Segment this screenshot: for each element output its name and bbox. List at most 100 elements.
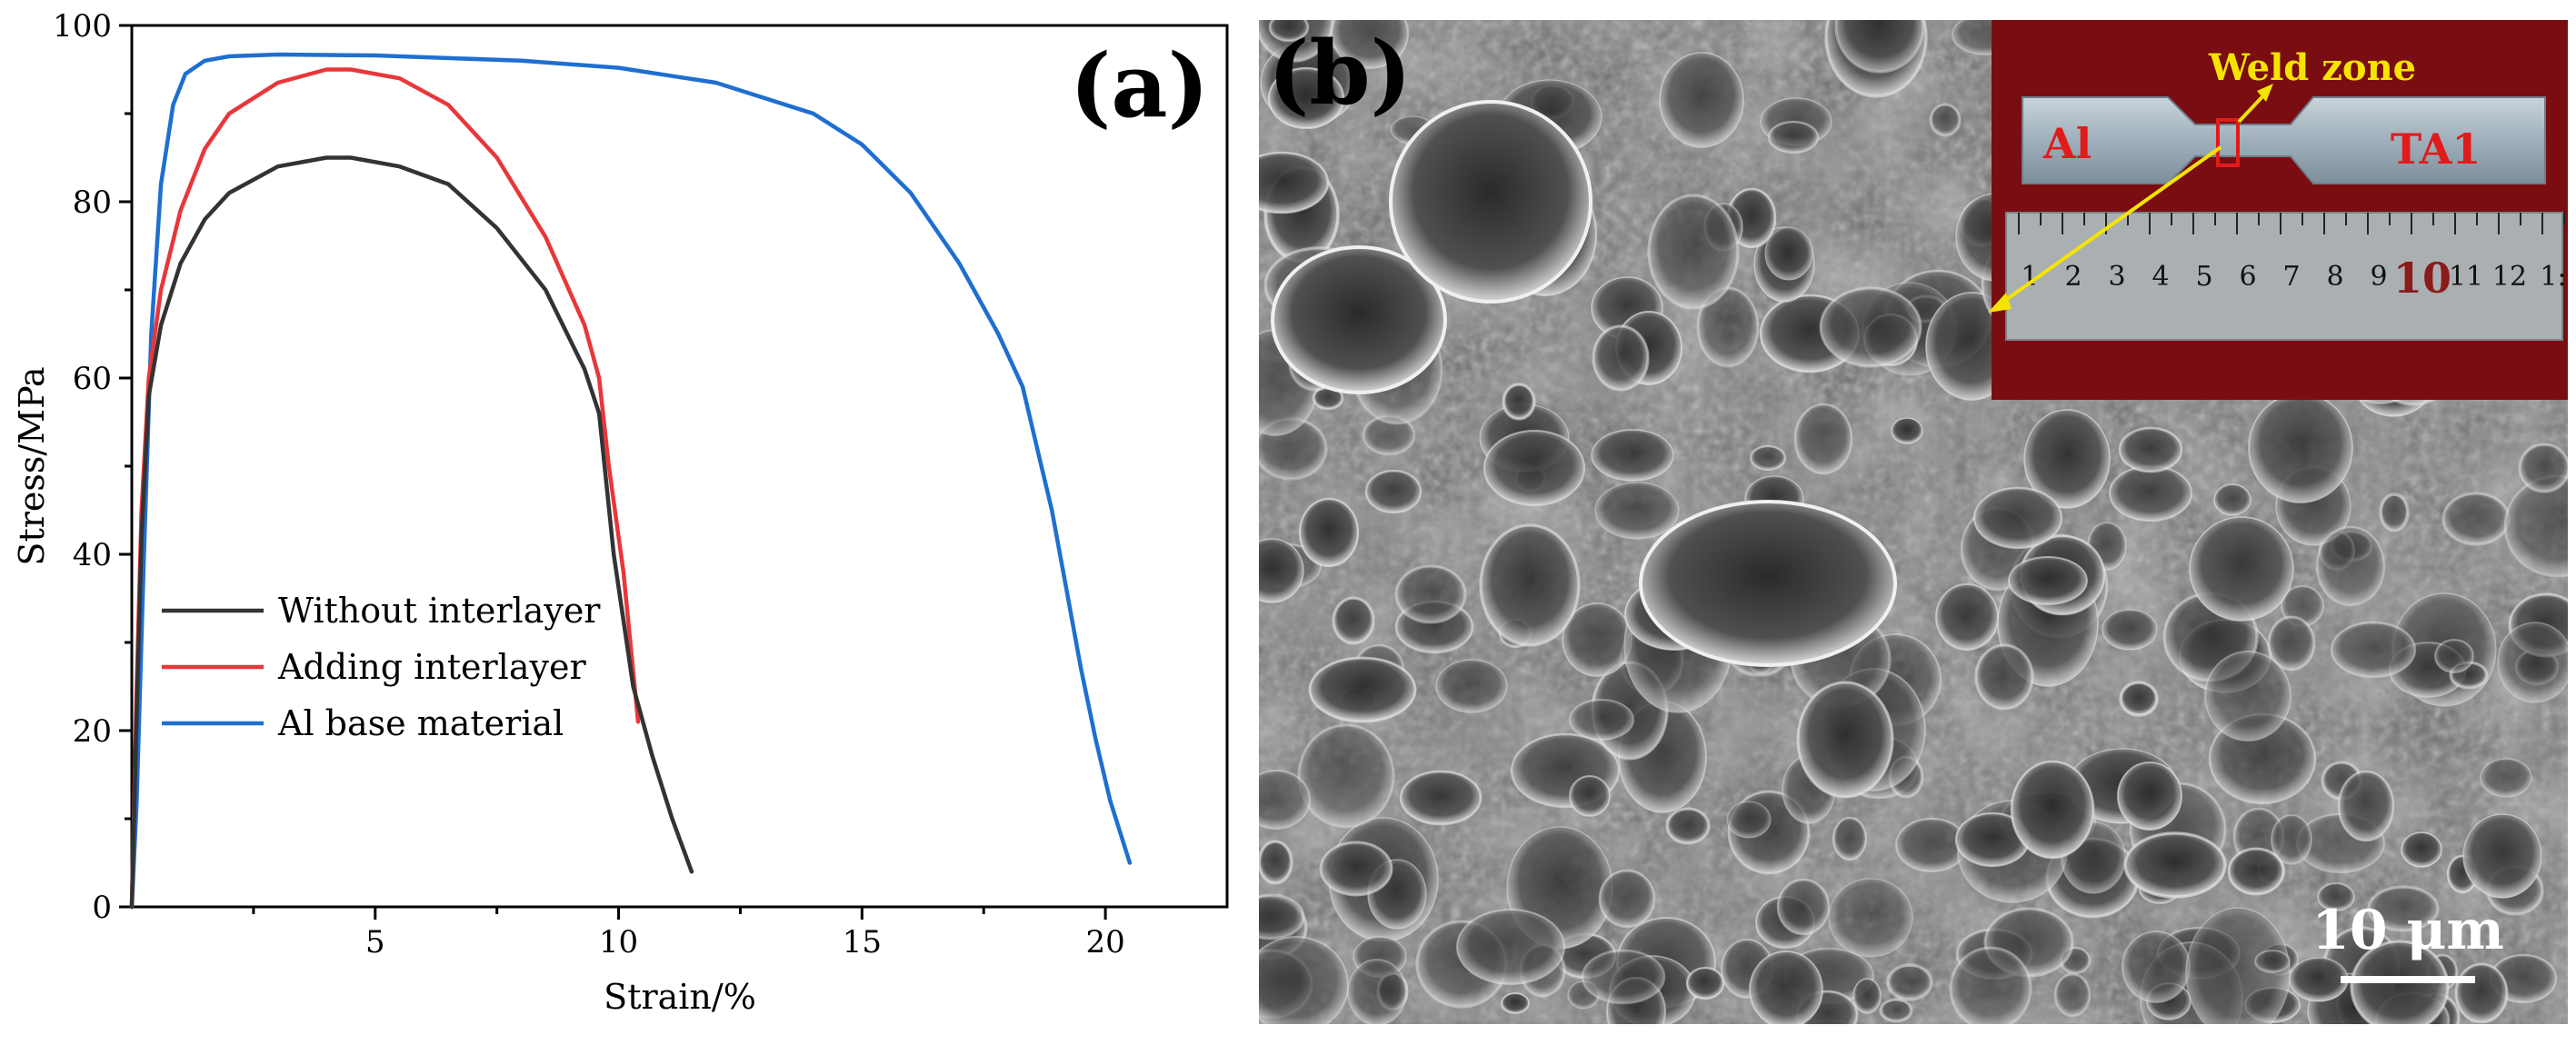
sem-dimple: [1267, 66, 1345, 130]
sem-dimple: [1647, 194, 1740, 310]
panel-label-b: (b): [1268, 22, 1412, 124]
sem-dimple: [1886, 963, 1933, 1001]
sem-dimple: [2518, 443, 2568, 493]
sem-dimple: [1726, 801, 1772, 839]
y-tick-label: 40: [73, 537, 112, 573]
sem-dimple: [1749, 444, 1787, 472]
sem-dimple: [2367, 885, 2440, 932]
sem-dimple: [2401, 831, 2442, 868]
sem-dimple: [1569, 775, 1611, 817]
magnify-arrow: [1995, 145, 2222, 308]
sem-dimple: [2248, 393, 2353, 503]
sem-dimple: [1456, 909, 1565, 985]
sem-dimple: [2289, 957, 2349, 1002]
ruler-number: 8: [2326, 261, 2343, 293]
sem-dimple: [1479, 523, 1581, 647]
sem-dimple: [2053, 972, 2092, 1018]
ruler-number: 5: [2195, 261, 2212, 293]
sem-dimple: [1659, 52, 1744, 148]
sem-dimple: [1852, 978, 1882, 1014]
sem-dimple: [2254, 950, 2291, 973]
panel-label-a: (a): [1070, 35, 1209, 137]
sem-dimple: [2330, 621, 2417, 679]
x-axis-ticks: 5 10 15 20: [252, 907, 1125, 960]
legend-entry: Without interlayer: [278, 591, 601, 631]
y-tick-label: 100: [53, 8, 112, 45]
sem-dimple: [1929, 103, 1962, 137]
sem-large-dimple: [1389, 100, 1593, 304]
sem-dimple: [1308, 656, 1417, 723]
sem-dimple: [1259, 840, 1293, 885]
sem-dimple: [1592, 324, 1650, 392]
sem-dimple: [1749, 950, 1823, 1024]
sem-dimple: [2213, 483, 2252, 516]
ruler-number: 12: [2492, 261, 2527, 293]
series-line-1: [129, 155, 694, 910]
chart-svg: 5 10 15 20 0 20 40 60 80 100 Strain/% Stress/MPa…: [12, 8, 1229, 1017]
x-tick-label: 5: [365, 924, 385, 960]
sem-dimple: [1435, 659, 1508, 713]
sem-dimple: [2497, 622, 2568, 703]
sem-fracture-image: 1 2 3 4 5 6 7 8 9 10 11 12 1: Al TA1 Weld zone (b) 1…: [1259, 20, 2568, 1024]
sem-dimple: [1298, 497, 1360, 568]
y-axis-ticks: 0 20 40 60 80 100: [53, 8, 132, 926]
series-line-2: [129, 67, 641, 910]
sem-dimple: [1776, 878, 1831, 936]
sem-dimple: [1364, 469, 1423, 514]
sem-dimple: [1591, 429, 1674, 482]
sem-dimple: [1974, 643, 2034, 711]
sem-dimple: [1332, 596, 1375, 645]
x-tick-label: 15: [843, 924, 882, 960]
sem-dimple: [1594, 482, 1680, 540]
sem-dimple: [1949, 946, 2032, 1024]
sem-dimple: [2271, 814, 2312, 865]
sem-dimple: [2317, 882, 2355, 911]
series-line-3: [129, 52, 1133, 910]
sem-dimple: [2441, 492, 2511, 546]
sem-dimple: [2462, 813, 2542, 899]
sem-dimple: [1347, 959, 1407, 1024]
sem-dimple: [2185, 907, 2291, 1024]
ruler-number: 10: [2393, 254, 2451, 303]
sem-dimple: [2189, 516, 2294, 622]
sem-dimple: [2315, 525, 2386, 607]
x-tick-label: 20: [1085, 924, 1124, 960]
sem-dimple: [2102, 609, 2158, 651]
sem-dimple: [2204, 651, 2291, 741]
y-tick-label: 80: [73, 184, 112, 221]
sem-dimple: [1767, 120, 1820, 154]
sem-dimple: [1569, 699, 1634, 741]
sem-dimple: [2122, 931, 2191, 1003]
ruler-number: 1:: [2540, 261, 2566, 293]
sem-dimple: [1259, 538, 1304, 603]
sem-dimple: [1581, 949, 1666, 1005]
y-tick-label: 0: [92, 890, 112, 926]
sem-dimple: [2337, 770, 2395, 842]
x-axis-label: Strain/%: [604, 977, 756, 1017]
sem-dimple: [2119, 681, 2159, 717]
sem-dimple: [2267, 615, 2316, 672]
sem-dimple: [1819, 286, 1922, 368]
sem-dimple: [1268, 20, 1310, 43]
y-tick-label: 20: [73, 713, 112, 750]
ruler-number: 3: [2108, 261, 2125, 293]
sem-dimple: [1259, 770, 1311, 830]
x-tick-label: 10: [599, 924, 638, 960]
sem-dimple: [2123, 831, 2227, 899]
legend: Without interlayer Adding interlayer Al ba…: [162, 591, 601, 743]
sem-dimple: [1972, 486, 2063, 550]
plot-frame: [130, 24, 1229, 909]
sem-dimple: [2434, 639, 2474, 673]
weld-zone-label: Weld zone: [2208, 46, 2416, 89]
scale-bar: [2341, 976, 2475, 983]
sem-dimple: [1764, 226, 1813, 281]
magnify-arrowhead: [1988, 293, 2012, 313]
y-tick-label: 60: [73, 361, 112, 397]
sem-dimple: [1834, 20, 1925, 74]
ruler-number: 6: [2239, 261, 2256, 293]
sem-dimple: [2379, 493, 2410, 532]
sem-dimple: [1259, 893, 1305, 940]
sem-dimple: [1399, 770, 1483, 826]
ruler-number: 11: [2449, 261, 2483, 293]
